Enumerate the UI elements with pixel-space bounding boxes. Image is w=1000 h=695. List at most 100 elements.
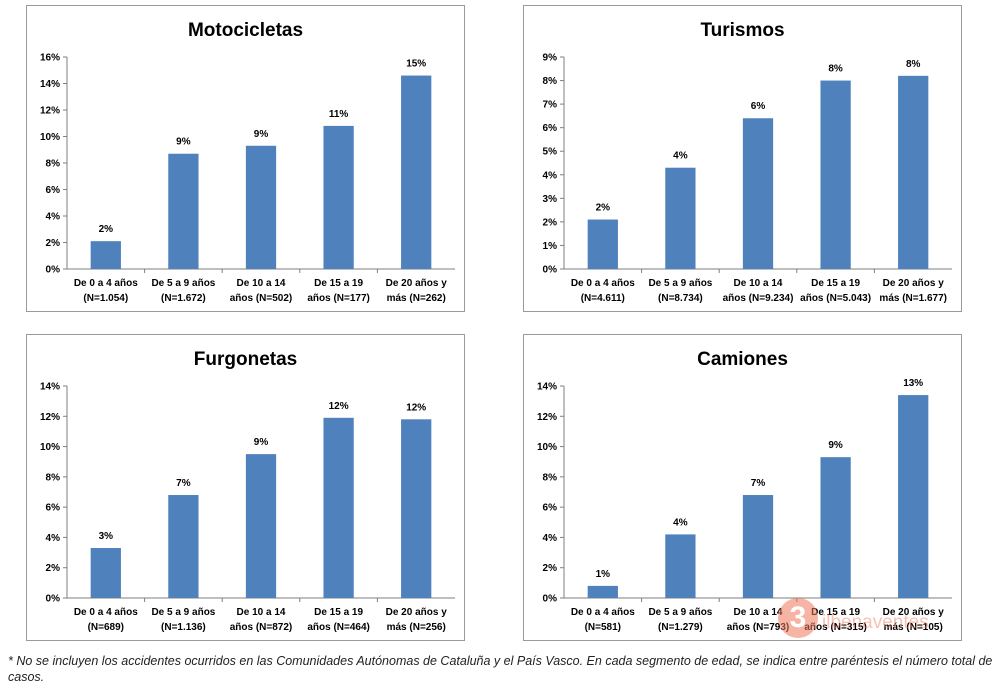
- bar: [90, 241, 121, 269]
- x-category-label: De 15 a 19: [314, 607, 363, 618]
- x-category-label: años (N=872): [230, 622, 293, 633]
- y-tick-label: 1%: [543, 241, 558, 252]
- y-tick-label: 10%: [40, 442, 60, 453]
- data-label: 4%: [673, 517, 688, 528]
- bar: [820, 80, 851, 269]
- x-category-label: De 20 años y: [883, 607, 945, 618]
- y-tick-label: 8%: [46, 159, 61, 170]
- x-category-label: (N=581): [585, 622, 621, 633]
- data-label: 4%: [673, 151, 688, 162]
- bar: [898, 395, 929, 598]
- bar: [898, 75, 929, 269]
- x-category-label: De 20 años y: [386, 607, 448, 618]
- x-category-label: años (N=464): [307, 622, 370, 633]
- y-tick-label: 4%: [543, 170, 558, 181]
- bar: [665, 167, 696, 269]
- x-category-label: (N=1.136): [161, 622, 206, 633]
- data-label: 9%: [254, 437, 269, 448]
- data-label: 9%: [176, 137, 191, 148]
- chart-title: Turismos: [700, 20, 784, 41]
- x-category-label: De 10 a 14: [734, 278, 783, 289]
- footnote: * No se incluyen los accidentes ocurrido…: [8, 654, 993, 684]
- y-tick-label: 3%: [543, 194, 558, 205]
- y-tick-label: 8%: [543, 76, 558, 87]
- watermark-logo: 3 ilbenaventes: [778, 598, 988, 642]
- x-category-label: De 10 a 14: [237, 607, 286, 618]
- y-tick-label: 0%: [543, 594, 558, 605]
- x-category-label: (N=1.279): [658, 622, 703, 633]
- y-tick-label: 2%: [46, 563, 61, 574]
- y-tick-label: 12%: [537, 412, 557, 423]
- x-category-label: años (N=9.234): [723, 293, 794, 304]
- y-tick-label: 6%: [46, 503, 61, 514]
- data-label: 8%: [828, 64, 843, 75]
- data-label: 9%: [254, 129, 269, 140]
- x-category-label: años (N=177): [307, 293, 370, 304]
- y-tick-label: 4%: [46, 533, 61, 544]
- x-category-label: años (N=5.043): [800, 293, 871, 304]
- x-category-label: más (N=105): [884, 622, 943, 633]
- x-category-label: De 5 a 9 años: [151, 278, 215, 289]
- x-category-label: años (N=315): [804, 622, 867, 633]
- chart-title: Furgonetas: [194, 349, 297, 370]
- y-tick-label: 10%: [537, 442, 557, 453]
- bar: [168, 153, 199, 269]
- x-category-label: De 0 a 4 años: [571, 607, 635, 618]
- bar: [245, 454, 277, 598]
- data-label: 12%: [329, 401, 349, 412]
- chart-turismos: Turismos 0% 1% 2% 3% 4% 5% 6% 7% 8% 9% 2% De 0 a 4 a…: [543, 20, 952, 304]
- y-tick-label: 2%: [543, 563, 558, 574]
- data-label: 12%: [406, 402, 426, 413]
- x-category-label: De 0 a 4 años: [74, 278, 138, 289]
- bar: [323, 417, 354, 598]
- y-tick-label: 6%: [543, 123, 558, 134]
- bar: [323, 125, 354, 270]
- bar: [401, 75, 432, 269]
- bar: [401, 419, 432, 598]
- y-tick-label: 0%: [46, 594, 61, 605]
- bar: [90, 548, 121, 598]
- y-tick-label: 7%: [543, 100, 558, 111]
- chart-title: Motocicletas: [188, 20, 303, 41]
- y-tick-label: 0%: [46, 265, 61, 276]
- y-tick-label: 16%: [40, 53, 60, 64]
- y-tick-label: 8%: [543, 472, 558, 483]
- y-tick-label: 2%: [46, 238, 61, 249]
- y-tick-label: 12%: [40, 412, 60, 423]
- chart-panel-furgonetas: Furgonetas 0% 2% 4% 6% 8% 10% 12% 14% 3% De 0 a 4 …: [26, 334, 465, 641]
- data-label: 2%: [596, 203, 611, 214]
- data-label: 7%: [176, 478, 191, 489]
- data-label: 11%: [329, 109, 349, 120]
- data-label: 2%: [99, 224, 114, 235]
- bar: [587, 219, 618, 269]
- bar: [587, 585, 618, 598]
- x-category-label: (N=689): [88, 622, 124, 633]
- y-tick-label: 5%: [543, 147, 558, 158]
- x-category-label: (N=4.611): [581, 293, 625, 304]
- bar: [742, 495, 774, 598]
- watermark-text: ilbenaventes: [822, 612, 929, 633]
- x-category-label: De 20 años y: [883, 278, 945, 289]
- y-tick-label: 14%: [40, 79, 60, 90]
- chart-camiones: Camiones 0% 2% 4% 6% 8% 10% 12% 14% 1% De 0 a 4 añ…: [537, 349, 952, 633]
- data-label: 1%: [596, 569, 611, 580]
- x-category-label: De 10 a 14: [734, 607, 783, 618]
- x-category-label: (N=8.734): [658, 293, 703, 304]
- data-label: 8%: [906, 59, 921, 70]
- data-label: 7%: [751, 478, 766, 489]
- x-category-label: De 10 a 14: [237, 278, 286, 289]
- x-category-label: De 0 a 4 años: [571, 278, 635, 289]
- x-category-label: De 15 a 19: [314, 278, 363, 289]
- x-category-label: (N=1.672): [161, 293, 206, 304]
- x-category-label: De 5 a 9 años: [648, 278, 712, 289]
- x-category-label: años (N=502): [230, 293, 293, 304]
- x-category-label: De 20 años y: [386, 278, 448, 289]
- x-category-label: De 5 a 9 años: [151, 607, 215, 618]
- bar: [742, 118, 774, 269]
- chart-motocicletas: Motocicletas 0% 2% 4% 6% 8% 10% 12% 14% 16% 2% De 0…: [40, 20, 455, 304]
- bar: [665, 534, 696, 598]
- x-category-label: De 15 a 19: [811, 607, 860, 618]
- y-tick-label: 4%: [46, 212, 61, 223]
- chart-furgonetas: Furgonetas 0% 2% 4% 6% 8% 10% 12% 14% 3% De 0 a 4 …: [40, 349, 455, 633]
- x-category-label: años (N=793): [727, 622, 790, 633]
